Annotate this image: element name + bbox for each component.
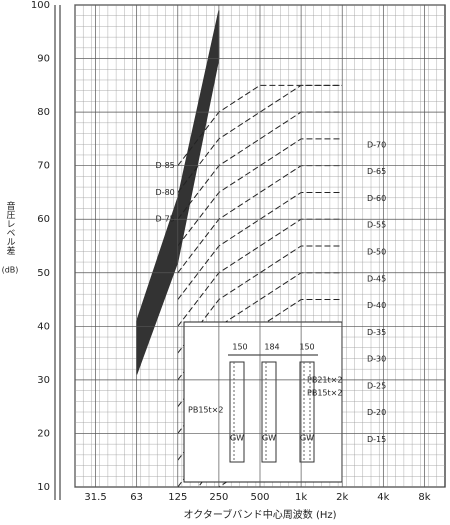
inset-label: GW bbox=[262, 434, 276, 443]
y-axis-unit: (dB) bbox=[2, 266, 19, 275]
y-tick-label: 100 bbox=[31, 0, 50, 11]
y-tick-label: 20 bbox=[37, 428, 50, 439]
inset-diagram: 150 184 150 PB15t×2 PB21t×2 PB15t×2 GW G… bbox=[183, 321, 343, 483]
x-axis-label: オクターブバンド中心周波数 (Hz) bbox=[183, 508, 336, 521]
legend-label: D-25 bbox=[367, 381, 386, 390]
y-tick-label: 50 bbox=[37, 268, 50, 279]
y-tick-label: 70 bbox=[37, 161, 50, 172]
wall-layer bbox=[299, 361, 315, 463]
d-curve bbox=[177, 84, 343, 166]
legend-label: D-60 bbox=[367, 194, 386, 203]
legend-label: D-45 bbox=[367, 274, 386, 283]
y-tick-label: 40 bbox=[37, 321, 50, 332]
x-tick-label: 4k bbox=[377, 492, 389, 503]
d-curve bbox=[177, 138, 343, 247]
inset-width: 184 bbox=[264, 343, 279, 352]
inset-label: PB15t×2 bbox=[188, 406, 223, 415]
legend-label: D-40 bbox=[367, 301, 386, 310]
inset-frame bbox=[183, 321, 343, 483]
d-curve bbox=[177, 218, 343, 327]
legend-label: D-15 bbox=[367, 435, 386, 444]
x-tick-label: 2k bbox=[336, 492, 348, 503]
y-axis-label: 音圧レベル差 bbox=[5, 200, 16, 255]
legend-label: D-50 bbox=[367, 248, 386, 257]
x-tick-label: 125 bbox=[168, 492, 187, 503]
x-tick-label: 31.5 bbox=[84, 492, 106, 503]
legend-label: D-20 bbox=[367, 408, 386, 417]
inset-width: 150 bbox=[232, 343, 247, 352]
x-tick-label: 63 bbox=[130, 492, 143, 503]
d-curve bbox=[177, 245, 343, 354]
legend-label: D-65 bbox=[367, 167, 386, 176]
wall-layer bbox=[229, 361, 245, 463]
d-curve bbox=[177, 165, 343, 274]
d-curve bbox=[177, 111, 343, 220]
x-tick-label: 500 bbox=[250, 492, 269, 503]
y-tick-label: 90 bbox=[37, 54, 50, 65]
y-tick-label: 30 bbox=[37, 375, 50, 386]
x-tick-label: 8k bbox=[418, 492, 430, 503]
legend-label: D-80 bbox=[156, 188, 175, 197]
legend-label: D-55 bbox=[367, 221, 386, 230]
x-tick-label: 250 bbox=[209, 492, 228, 503]
y-tick-label: 60 bbox=[37, 214, 50, 225]
inset-width: 150 bbox=[299, 343, 314, 352]
d-curve bbox=[177, 191, 343, 300]
inset-label: GW bbox=[300, 434, 314, 443]
x-tick-label: 1k bbox=[295, 492, 307, 503]
y-tick-label: 10 bbox=[37, 482, 50, 493]
legend-label: D-30 bbox=[367, 355, 386, 364]
legend-label: D-70 bbox=[367, 140, 386, 149]
legend-label: D-35 bbox=[367, 328, 386, 337]
d-curve bbox=[177, 84, 343, 193]
y-tick-label: 80 bbox=[37, 107, 50, 118]
inset-label: PB15t×2 bbox=[307, 389, 342, 398]
inset-label: GW bbox=[230, 434, 244, 443]
wall-layer bbox=[261, 361, 277, 463]
